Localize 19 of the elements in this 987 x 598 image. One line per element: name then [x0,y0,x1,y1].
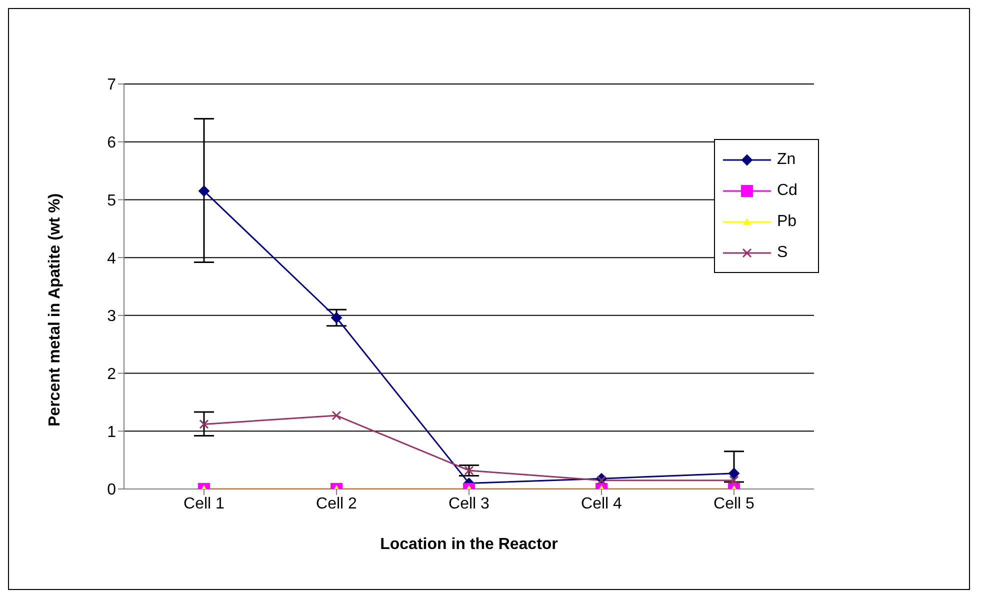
x-tick-label: Cell 1 [184,495,225,512]
y-tick-label: 2 [107,366,116,383]
x-tick-label: Cell 5 [714,495,755,512]
x-tick-label: Cell 4 [581,495,622,512]
y-axis-title: Percent metal in Apatite (wt %) [46,193,64,426]
x-axis-title: Location in the Reactor [380,536,558,553]
y-tick-label: 7 [107,76,116,94]
y-tick-label: 6 [107,134,116,152]
y-tick-label: 4 [107,250,116,268]
legend-label: Cd [777,182,798,200]
legend-label: Pb [777,212,797,230]
legend-label: Zn [777,150,796,168]
y-tick-label: 5 [107,192,116,210]
legend-label: S [777,244,788,262]
y-tick-label: 0 [107,482,116,499]
x-tick-label: Cell 3 [448,495,490,512]
y-tick-label: 1 [107,424,116,441]
y-tick-label: 3 [107,308,116,326]
x-tick-label: Cell 2 [316,495,358,512]
